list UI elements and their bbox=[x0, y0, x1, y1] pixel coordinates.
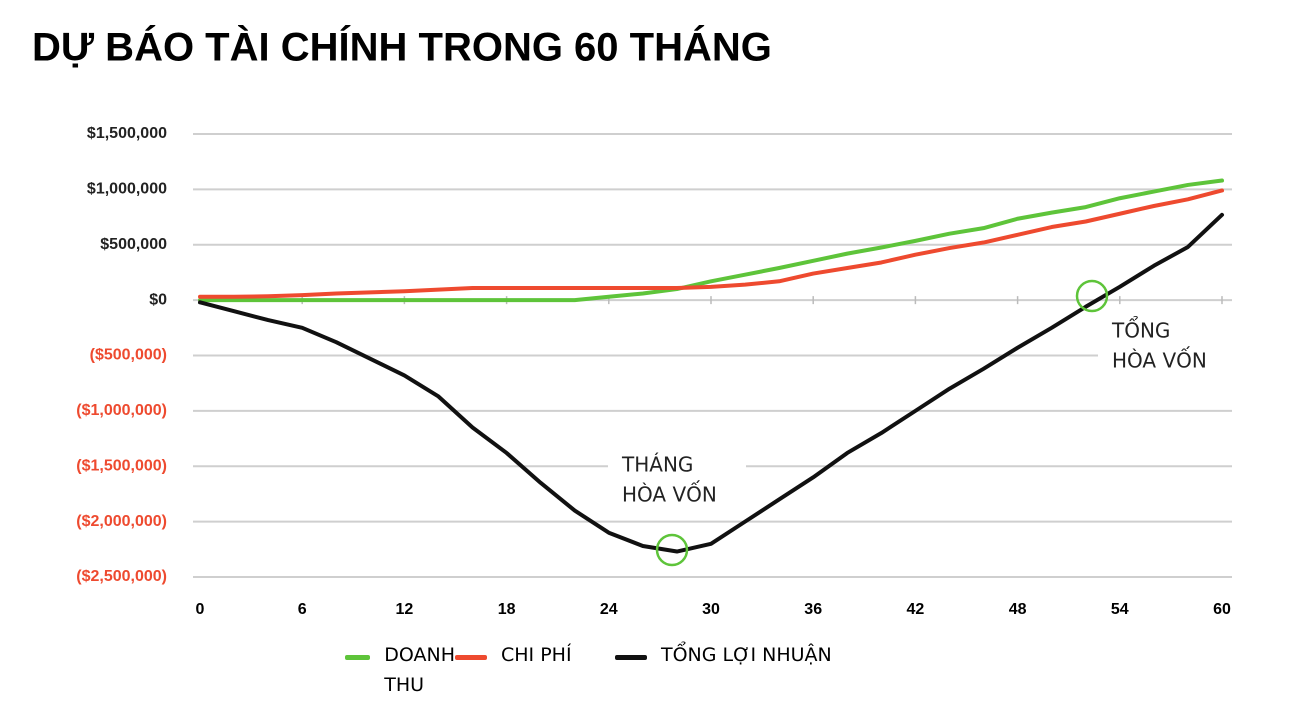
highlight-circle bbox=[655, 533, 689, 567]
legend-item: TỔNG LỢI NHUẬN bbox=[615, 640, 835, 700]
legend-swatch bbox=[345, 655, 371, 660]
series-line bbox=[198, 178, 1224, 303]
x-tick-label: 6 bbox=[298, 601, 307, 618]
legend-item: CHI PHÍ bbox=[455, 640, 615, 700]
y-tick-label: $500,000 bbox=[100, 236, 167, 253]
x-tick-label: 0 bbox=[196, 601, 205, 618]
y-tick-label: $1,000,000 bbox=[87, 181, 167, 198]
y-tick-label: ($1,000,000) bbox=[76, 402, 167, 419]
y-tick-label: ($500,000) bbox=[90, 347, 167, 364]
y-tick-label: ($2,000,000) bbox=[76, 513, 167, 530]
series-line bbox=[198, 212, 1224, 554]
x-tick-label: 30 bbox=[702, 601, 720, 618]
y-tick-label: $0 bbox=[149, 291, 167, 308]
chart-title: DỰ BÁO TÀI CHÍNH TRONG 60 THÁNG bbox=[32, 25, 772, 70]
legend-swatch bbox=[455, 655, 487, 660]
annotation: HÒA VỐN bbox=[1112, 347, 1207, 373]
legend-label: DOANH THU bbox=[384, 644, 455, 696]
x-tick-label: 42 bbox=[907, 601, 925, 618]
annotation: HÒA VỐN bbox=[622, 481, 717, 507]
annotation-bg bbox=[1098, 316, 1236, 378]
legend-swatch bbox=[615, 655, 647, 660]
x-tick-label: 18 bbox=[498, 601, 516, 618]
legend-label: TỔNG LỢI NHUẬN bbox=[661, 644, 832, 666]
x-tick-label: 36 bbox=[804, 601, 822, 618]
y-tick-label: $1,500,000 bbox=[87, 125, 167, 142]
x-tick-label: 54 bbox=[1111, 601, 1129, 618]
x-tick-label: 12 bbox=[396, 601, 414, 618]
annotation-bg bbox=[608, 450, 746, 512]
annotation: THÁNG bbox=[621, 453, 693, 477]
x-tick-label: 60 bbox=[1213, 601, 1231, 618]
highlight-circle bbox=[1075, 279, 1109, 313]
y-tick-label: ($2,500,000) bbox=[76, 568, 167, 585]
annotation: TỔNG bbox=[1111, 317, 1170, 343]
x-tick-label: 24 bbox=[600, 601, 618, 618]
y-tick-label: ($1,500,000) bbox=[76, 457, 167, 474]
x-tick-label: 48 bbox=[1009, 601, 1027, 618]
legend: DOANH THU CHI PHÍ TỔNG LỢI NHUẬN bbox=[345, 640, 835, 700]
legend-label: CHI PHÍ bbox=[501, 644, 572, 666]
series-line bbox=[198, 188, 1224, 299]
legend-item: DOANH THU bbox=[345, 640, 455, 700]
